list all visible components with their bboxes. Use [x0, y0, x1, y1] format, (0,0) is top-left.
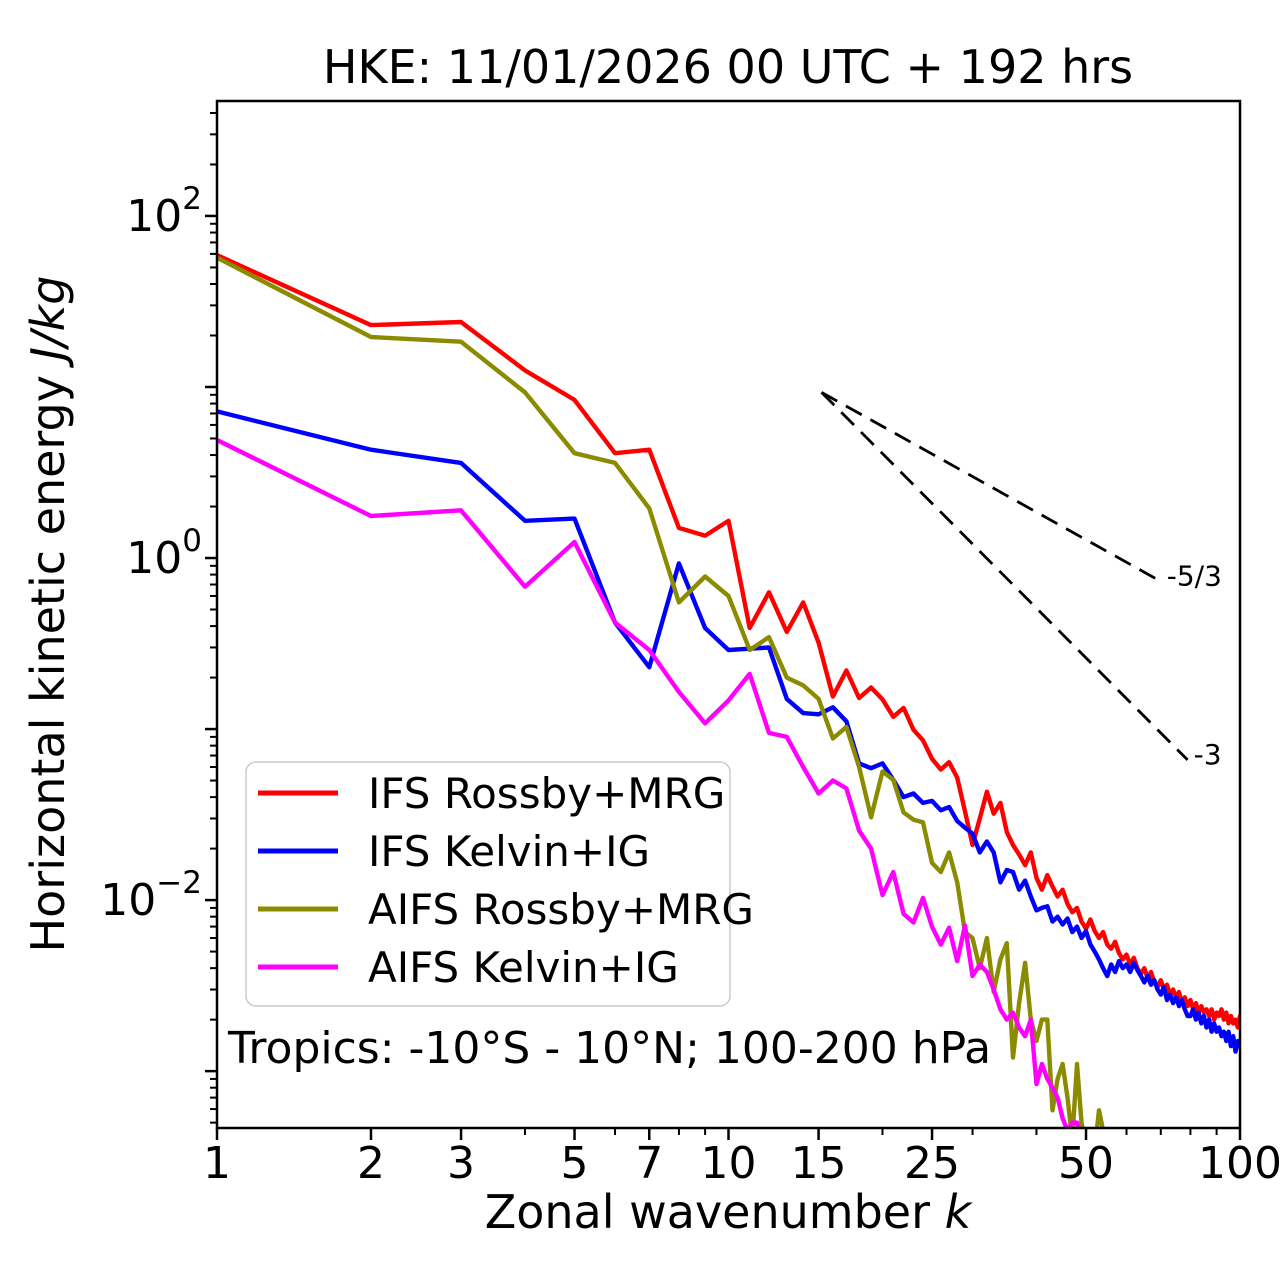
series-line-ifs-rossby-mrg — [217, 252, 1240, 1030]
legend-label: AIFS Kelvin+IG — [368, 943, 679, 992]
plot-border — [215, 99, 1242, 1130]
y-tick-label: 100 — [126, 523, 202, 584]
legend: IFS Rossby+MRG IFS Kelvin+IG AIFS Rossby+M… — [245, 761, 754, 1007]
slope-line--5-3 — [820, 391, 1162, 583]
y-axis-label-text: Horizontal kinetic energy — [21, 360, 75, 952]
y-tick-label: 10−2 — [100, 865, 202, 926]
x-tick-label: 50 — [1058, 1138, 1114, 1189]
region-annotation: Tropics: -10°S - 10°N; 100-200 hPa — [227, 1023, 991, 1074]
x-tick-label: 7 — [635, 1138, 663, 1189]
x-tick-label: 100 — [1198, 1138, 1280, 1189]
x-tick-label: 10 — [701, 1138, 757, 1189]
slope-label: -3 — [1194, 738, 1222, 771]
x-tick-label: 2 — [357, 1138, 385, 1189]
x-axis-label-math: k — [945, 1185, 974, 1239]
x-tick-label: 5 — [561, 1138, 589, 1189]
data-series — [217, 252, 1240, 1128]
legend-label: IFS Kelvin+IG — [368, 827, 650, 876]
x-axis-label-text: Zonal wavenumber — [485, 1185, 945, 1239]
x-tick-label: 3 — [447, 1138, 475, 1189]
legend-label: AIFS Rossby+MRG — [368, 885, 754, 934]
reference-slope-lines: -5/3 -3 — [820, 391, 1222, 771]
y-axis-label: Horizontal kinetic energy J/kg — [21, 276, 75, 953]
slope-line--3 — [820, 391, 1189, 761]
x-tick-label: 1 — [203, 1138, 231, 1189]
y-tick-label: 102 — [126, 181, 202, 242]
series-line-aifs-rossby-mrg — [217, 255, 1105, 1128]
chart-title: HKE: 11/01/2026 00 UTC + 192 hrs — [323, 40, 1133, 94]
x-tick-label: 25 — [904, 1138, 960, 1189]
y-axis-label-math: J/kg — [21, 276, 75, 369]
slope-label: -5/3 — [1167, 559, 1222, 592]
axes-ticks: 1 2 3 5 7 10 15 25 50 100 102 100 10−2 — [100, 111, 1280, 1189]
legend-label: IFS Rossby+MRG — [368, 769, 725, 818]
series-line-aifs-kelvin-ig — [217, 437, 1081, 1128]
x-tick-label: 15 — [791, 1138, 847, 1189]
legend-box — [245, 761, 731, 1007]
x-axis-label: Zonal wavenumber k — [485, 1185, 974, 1239]
